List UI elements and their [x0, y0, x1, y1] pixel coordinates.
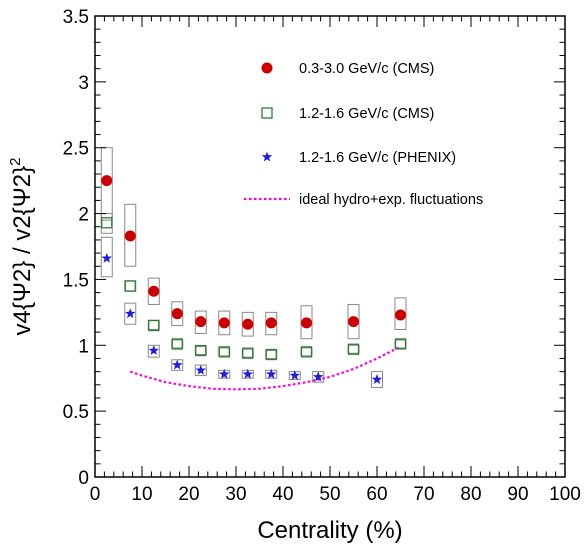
sys-box: [124, 203, 137, 267]
data-point: [395, 309, 406, 321]
legend-label: 1.2-1.6 GeV/c (CMS): [299, 106, 434, 122]
legend-label: 0.3-3.0 GeV/c (CMS): [299, 61, 434, 77]
sys-box: [218, 347, 231, 357]
sys-box: [347, 344, 360, 354]
legend-swatch: [261, 107, 273, 119]
x-tick-label: 60: [366, 484, 387, 505]
y-tick-label: 1.5: [63, 270, 89, 291]
data-point: [148, 319, 160, 332]
x-tick-label: 30: [225, 484, 246, 505]
sys-box: [394, 297, 407, 330]
data-point: [242, 347, 254, 359]
y-tick-label: 2.5: [63, 139, 89, 160]
data-point: [394, 338, 407, 350]
y-tick-label: 3.5: [63, 7, 89, 28]
x-tick-label: 100: [549, 484, 581, 505]
data-point: [265, 348, 277, 361]
data-point: [313, 371, 324, 382]
data-point: [124, 230, 136, 242]
data-point: [218, 346, 230, 358]
sys-box: [394, 339, 407, 349]
sys-box: [265, 350, 278, 359]
data-point: [195, 344, 207, 357]
data-point: [371, 374, 383, 384]
systematic-boxes: [100, 147, 407, 388]
data-point: [219, 368, 230, 379]
sys-box: [100, 236, 113, 278]
data-point: [148, 285, 160, 297]
data-point: [300, 346, 313, 358]
data-point: [265, 317, 277, 329]
tick-labels: 0 10 20 30 40 50 60 70 80 90 100 0 0.5 1 1.5 2 2.5 3 3.5: [63, 7, 581, 505]
hydro-curve-layer: [129, 345, 401, 391]
data-point: [171, 308, 183, 320]
sys-box: [100, 213, 113, 234]
data-point: [242, 318, 254, 330]
sys-box: [241, 348, 254, 358]
sys-box: [194, 346, 207, 356]
sys-box: [124, 280, 137, 292]
hydro-curve: [129, 345, 401, 391]
data-point: [195, 364, 206, 375]
sys-box: [124, 302, 137, 325]
y-tick-label: 3: [78, 73, 89, 94]
x-tick-label: 20: [178, 484, 199, 505]
data-point: [101, 252, 112, 263]
x-tick-label: 10: [131, 484, 152, 505]
legend-label: ideal hydro+exp. fluctuations: [299, 192, 483, 208]
data-point: [301, 317, 312, 329]
y-tick-label: 0.5: [63, 402, 89, 423]
data-point: [125, 308, 136, 319]
sys-box: [147, 319, 160, 330]
data-point: [101, 217, 113, 229]
legend-label: 1.2-1.6 GeV/c (PHENIX): [299, 150, 456, 166]
axis-ticks: [94, 15, 566, 478]
plot-frame: [94, 15, 566, 478]
sys-box: [171, 339, 184, 349]
data-point: [347, 343, 360, 355]
x-tick-label: 70: [413, 484, 434, 505]
x-tick-label: 50: [319, 484, 340, 505]
y-tick-label: 1: [78, 336, 89, 357]
data-point: [289, 370, 300, 381]
sys-box: [100, 147, 113, 221]
data-point: [218, 317, 230, 329]
data-points: [101, 175, 407, 384]
y-tick-label: 0: [78, 468, 89, 489]
x-tick-label: 0: [90, 484, 101, 505]
data-point: [148, 345, 159, 355]
x-tick-label: 90: [507, 484, 528, 505]
sys-box: [194, 310, 207, 334]
data-point: [172, 359, 183, 370]
legend-swatch: [261, 62, 273, 74]
data-point: [124, 280, 136, 292]
legend: 0.3-3.0 GeV/c (CMS) 1.2-1.6 GeV/c (CMS) 1.…: [244, 61, 483, 208]
x-axis-title: Centrality (%): [257, 517, 402, 544]
data-point: [242, 368, 253, 379]
sys-box: [265, 311, 278, 336]
data-point: [266, 368, 277, 379]
data-point: [101, 175, 113, 187]
y-axis-title: v4{Ψ2} / v2{Ψ2}2: [7, 158, 36, 336]
sys-box: [371, 371, 383, 388]
data-point: [348, 316, 359, 328]
legend-swatch: [261, 151, 273, 162]
sys-box: [300, 347, 313, 357]
sys-box: [300, 305, 313, 340]
data-point: [195, 316, 207, 328]
data-point: [171, 338, 183, 350]
y-tick-label: 2: [78, 205, 89, 226]
x-tick-label: 80: [460, 484, 481, 505]
x-tick-label: 40: [272, 484, 293, 505]
